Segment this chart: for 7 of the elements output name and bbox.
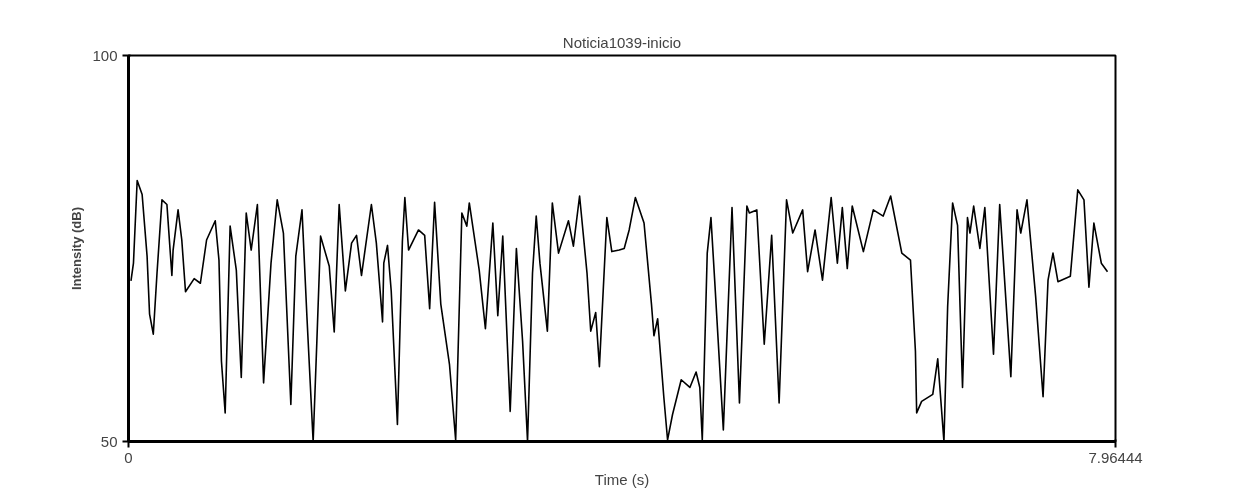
x-tick-label: 7.96444: [1088, 448, 1143, 466]
chart-title: Noticia1039-inicio: [562, 33, 682, 51]
y-axis-title: Intensity (dB): [69, 206, 85, 291]
x-axis-title: Time (s): [594, 470, 650, 488]
y-tick-label: 50: [100, 432, 118, 450]
y-tick-label: 100: [92, 46, 118, 64]
x-tick-label: 0: [124, 448, 133, 466]
